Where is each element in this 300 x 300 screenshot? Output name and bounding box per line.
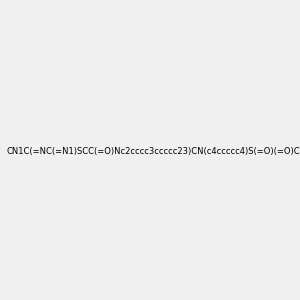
Text: CN1C(=NC(=N1)SCC(=O)Nc2cccc3ccccc23)CN(c4ccccc4)S(=O)(=O)C: CN1C(=NC(=N1)SCC(=O)Nc2cccc3ccccc23)CN(c… — [7, 147, 300, 156]
